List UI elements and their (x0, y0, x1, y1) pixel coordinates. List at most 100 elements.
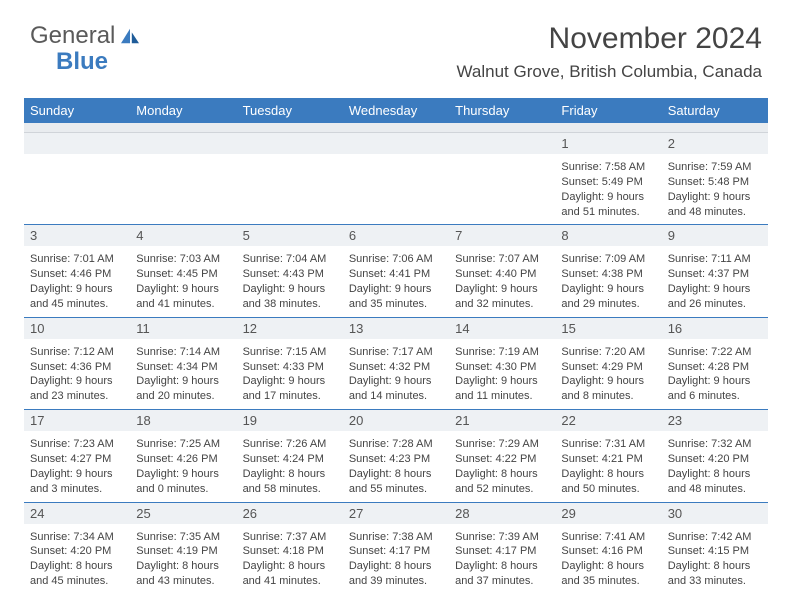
day-detail: Sunrise: 7:22 AMSunset: 4:28 PMDaylight:… (667, 342, 763, 404)
day-number: 10 (24, 318, 130, 339)
day-detail: Sunrise: 7:25 AMSunset: 4:26 PMDaylight:… (135, 434, 231, 496)
day-number: 23 (662, 410, 768, 431)
day-number: 7 (449, 225, 555, 246)
day-detail: Sunrise: 7:38 AMSunset: 4:17 PMDaylight:… (348, 527, 444, 589)
dow-label: Monday (130, 98, 236, 123)
day-cell: Sunrise: 7:58 AMSunset: 5:49 PMDaylight:… (555, 154, 661, 224)
day-detail: Sunrise: 7:20 AMSunset: 4:29 PMDaylight:… (560, 342, 656, 404)
logo-sail-icon (119, 27, 141, 45)
day-number: 8 (555, 225, 661, 246)
day-cell: Sunrise: 7:11 AMSunset: 4:37 PMDaylight:… (662, 246, 768, 316)
day-detail: Sunrise: 7:35 AMSunset: 4:19 PMDaylight:… (135, 527, 231, 589)
day-detail: Sunrise: 7:15 AMSunset: 4:33 PMDaylight:… (242, 342, 338, 404)
daynum-row: 3456789 (24, 224, 768, 246)
day-number (343, 133, 449, 154)
day-number: 12 (237, 318, 343, 339)
day-cell: Sunrise: 7:23 AMSunset: 4:27 PMDaylight:… (24, 431, 130, 501)
title-block: November 2024 Walnut Grove, British Colu… (456, 22, 762, 82)
day-detail: Sunrise: 7:42 AMSunset: 4:15 PMDaylight:… (667, 527, 763, 589)
day-cell: Sunrise: 7:09 AMSunset: 4:38 PMDaylight:… (555, 246, 661, 316)
day-cell: Sunrise: 7:34 AMSunset: 4:20 PMDaylight:… (24, 524, 130, 594)
day-detail: Sunrise: 7:39 AMSunset: 4:17 PMDaylight:… (454, 527, 550, 589)
day-detail: Sunrise: 7:23 AMSunset: 4:27 PMDaylight:… (29, 434, 125, 496)
day-cell: Sunrise: 7:22 AMSunset: 4:28 PMDaylight:… (662, 339, 768, 409)
dow-label: Tuesday (237, 98, 343, 123)
day-number: 24 (24, 503, 130, 524)
day-cell: Sunrise: 7:03 AMSunset: 4:45 PMDaylight:… (130, 246, 236, 316)
dow-label: Wednesday (343, 98, 449, 123)
day-detail: Sunrise: 7:04 AMSunset: 4:43 PMDaylight:… (242, 249, 338, 311)
day-number: 11 (130, 318, 236, 339)
dow-label: Sunday (24, 98, 130, 123)
day-cell: Sunrise: 7:17 AMSunset: 4:32 PMDaylight:… (343, 339, 449, 409)
day-of-week-header: SundayMondayTuesdayWednesdayThursdayFrid… (24, 98, 768, 123)
day-detail (242, 157, 338, 160)
day-number: 28 (449, 503, 555, 524)
week-row: Sunrise: 7:23 AMSunset: 4:27 PMDaylight:… (24, 431, 768, 501)
day-number: 30 (662, 503, 768, 524)
day-number: 18 (130, 410, 236, 431)
day-cell (449, 154, 555, 224)
day-detail: Sunrise: 7:31 AMSunset: 4:21 PMDaylight:… (560, 434, 656, 496)
day-number: 17 (24, 410, 130, 431)
day-number: 26 (237, 503, 343, 524)
day-detail (135, 157, 231, 160)
day-cell (237, 154, 343, 224)
day-cell: Sunrise: 7:39 AMSunset: 4:17 PMDaylight:… (449, 524, 555, 594)
day-number: 2 (662, 133, 768, 154)
day-cell: Sunrise: 7:06 AMSunset: 4:41 PMDaylight:… (343, 246, 449, 316)
day-cell: Sunrise: 7:19 AMSunset: 4:30 PMDaylight:… (449, 339, 555, 409)
day-number (130, 133, 236, 154)
day-number: 3 (24, 225, 130, 246)
calendar: SundayMondayTuesdayWednesdayThursdayFrid… (0, 90, 792, 594)
day-cell: Sunrise: 7:15 AMSunset: 4:33 PMDaylight:… (237, 339, 343, 409)
day-cell: Sunrise: 7:38 AMSunset: 4:17 PMDaylight:… (343, 524, 449, 594)
day-number (24, 133, 130, 154)
day-detail: Sunrise: 7:58 AMSunset: 5:49 PMDaylight:… (560, 157, 656, 219)
day-detail: Sunrise: 7:19 AMSunset: 4:30 PMDaylight:… (454, 342, 550, 404)
day-number (449, 133, 555, 154)
day-detail: Sunrise: 7:12 AMSunset: 4:36 PMDaylight:… (29, 342, 125, 404)
dow-label: Saturday (662, 98, 768, 123)
day-cell: Sunrise: 7:59 AMSunset: 5:48 PMDaylight:… (662, 154, 768, 224)
day-detail: Sunrise: 7:06 AMSunset: 4:41 PMDaylight:… (348, 249, 444, 311)
day-number: 14 (449, 318, 555, 339)
day-detail: Sunrise: 7:07 AMSunset: 4:40 PMDaylight:… (454, 249, 550, 311)
daynum-row: 12 (24, 133, 768, 154)
day-cell: Sunrise: 7:28 AMSunset: 4:23 PMDaylight:… (343, 431, 449, 501)
day-detail (348, 157, 444, 160)
day-detail: Sunrise: 7:09 AMSunset: 4:38 PMDaylight:… (560, 249, 656, 311)
day-number: 19 (237, 410, 343, 431)
day-cell: Sunrise: 7:26 AMSunset: 4:24 PMDaylight:… (237, 431, 343, 501)
daynum-row: 10111213141516 (24, 317, 768, 339)
day-detail: Sunrise: 7:29 AMSunset: 4:22 PMDaylight:… (454, 434, 550, 496)
daynum-row: 17181920212223 (24, 409, 768, 431)
day-number: 20 (343, 410, 449, 431)
day-detail: Sunrise: 7:14 AMSunset: 4:34 PMDaylight:… (135, 342, 231, 404)
day-number: 5 (237, 225, 343, 246)
day-cell: Sunrise: 7:32 AMSunset: 4:20 PMDaylight:… (662, 431, 768, 501)
day-number: 1 (555, 133, 661, 154)
day-number: 16 (662, 318, 768, 339)
day-cell: Sunrise: 7:01 AMSunset: 4:46 PMDaylight:… (24, 246, 130, 316)
day-number: 9 (662, 225, 768, 246)
day-number: 4 (130, 225, 236, 246)
day-cell: Sunrise: 7:31 AMSunset: 4:21 PMDaylight:… (555, 431, 661, 501)
daynum-row: 24252627282930 (24, 502, 768, 524)
day-detail (29, 157, 125, 160)
day-number: 15 (555, 318, 661, 339)
day-cell: Sunrise: 7:07 AMSunset: 4:40 PMDaylight:… (449, 246, 555, 316)
day-cell: Sunrise: 7:42 AMSunset: 4:15 PMDaylight:… (662, 524, 768, 594)
week-row: Sunrise: 7:12 AMSunset: 4:36 PMDaylight:… (24, 339, 768, 409)
logo-text-1: General (30, 22, 115, 50)
day-number: 27 (343, 503, 449, 524)
week-row: Sunrise: 7:34 AMSunset: 4:20 PMDaylight:… (24, 524, 768, 594)
month-title: November 2024 (456, 22, 762, 56)
day-number: 25 (130, 503, 236, 524)
day-cell: Sunrise: 7:37 AMSunset: 4:18 PMDaylight:… (237, 524, 343, 594)
logo-text-2: Blue (56, 48, 108, 76)
day-detail: Sunrise: 7:17 AMSunset: 4:32 PMDaylight:… (348, 342, 444, 404)
day-cell (343, 154, 449, 224)
day-detail: Sunrise: 7:41 AMSunset: 4:16 PMDaylight:… (560, 527, 656, 589)
day-detail: Sunrise: 7:11 AMSunset: 4:37 PMDaylight:… (667, 249, 763, 311)
